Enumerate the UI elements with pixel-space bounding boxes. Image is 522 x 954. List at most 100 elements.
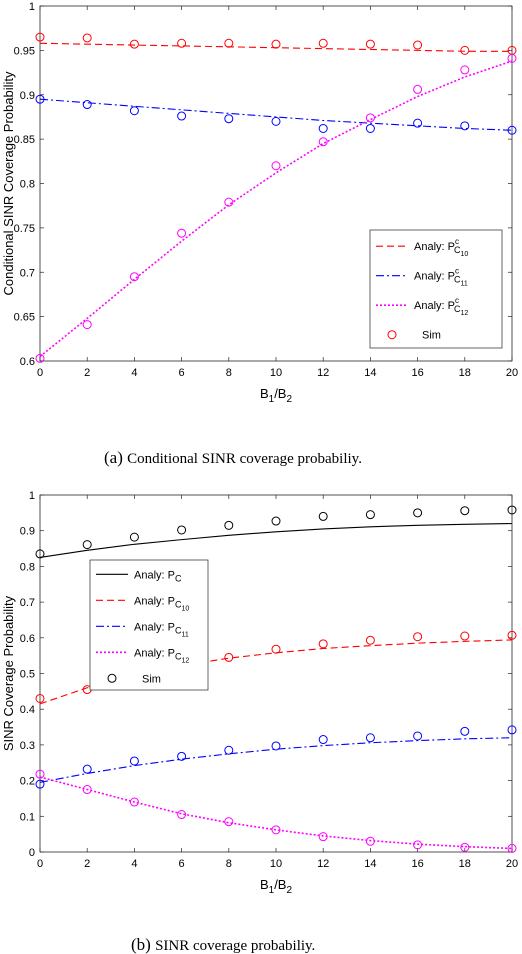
sim-marker — [224, 197, 234, 207]
sim-marker — [413, 40, 423, 50]
y-tick-label: 0.75 — [14, 223, 35, 235]
x-axis-label-part: 2 — [286, 885, 292, 896]
y-tick-label: 0.8 — [20, 561, 35, 573]
sim-marker — [318, 735, 328, 745]
legend-label-sub: C — [454, 275, 461, 285]
sim-marker — [365, 510, 375, 520]
sim-marker — [318, 832, 328, 842]
x-tick-label: 20 — [506, 858, 518, 870]
sim-marker — [129, 39, 139, 49]
sim-marker — [129, 272, 139, 282]
y-tick-label: 0.7 — [20, 267, 35, 279]
legend-sim-label: Sim — [142, 673, 161, 685]
sim-marker — [413, 118, 423, 128]
legend-label-subsub: 10 — [181, 605, 189, 612]
legend-label-sub: C — [175, 651, 182, 661]
legend-label-main: Analy: P — [134, 621, 175, 633]
x-tick-label: 8 — [226, 858, 232, 870]
series-line-12 — [39, 60, 513, 358]
sim-marker — [318, 38, 328, 48]
sim-marker — [35, 32, 45, 42]
sim-marker — [271, 741, 281, 751]
x-axis-label: B1/B2 — [260, 877, 293, 896]
x-tick-label: 20 — [506, 367, 518, 379]
x-tick-label: 10 — [270, 858, 282, 870]
sim-marker — [365, 733, 375, 743]
sim-marker — [318, 511, 328, 521]
sim-marker — [507, 843, 517, 853]
sim-marker — [224, 817, 234, 827]
sim-marker — [129, 797, 139, 807]
legend-sim-marker — [387, 330, 397, 340]
sim-marker — [35, 693, 45, 703]
sim-marker — [271, 39, 281, 49]
x-axis-label-part: /B — [274, 877, 286, 892]
legend-label-sup: c — [455, 237, 459, 246]
legend-label-sub: C — [175, 599, 182, 609]
sim-marker — [271, 825, 281, 835]
sim-marker — [460, 506, 470, 516]
series-line-11 — [39, 737, 513, 783]
legend-label-sub: C — [454, 304, 461, 314]
sim-marker — [413, 508, 423, 518]
legend-label-main: Analy: P — [134, 569, 175, 581]
caption-tag: (b) — [131, 935, 155, 954]
sim-marker — [224, 652, 234, 662]
legend-label-main: Analy: P — [414, 271, 455, 283]
y-tick-label: 0.6 — [20, 356, 35, 368]
y-tick-label: 0.65 — [14, 312, 35, 324]
sim-marker — [177, 38, 187, 48]
x-tick-label: 14 — [364, 367, 376, 379]
legend-label: Analy: PC11 — [134, 621, 189, 638]
sim-marker — [507, 125, 517, 135]
legend-label-sup: c — [455, 267, 459, 276]
sim-marker — [365, 123, 375, 133]
y-tick-label: 0.8 — [20, 179, 35, 191]
y-tick-label: 0.95 — [14, 45, 35, 57]
sim-marker — [224, 38, 234, 48]
legend-label-subsub: 10 — [460, 251, 468, 258]
x-tick-label: 0 — [37, 367, 43, 379]
sim-marker — [177, 111, 187, 121]
sim-marker — [35, 549, 45, 559]
sim-marker — [318, 123, 328, 133]
series-line-total — [39, 523, 513, 559]
sim-marker — [271, 116, 281, 126]
y-tick-label: 0 — [29, 847, 35, 859]
sim-marker — [82, 33, 92, 43]
legend-label-subsub: 12 — [460, 310, 468, 317]
sim-marker — [177, 810, 187, 820]
x-tick-label: 18 — [459, 858, 471, 870]
legend-label-subsub: 11 — [181, 631, 188, 638]
legend-box — [89, 559, 209, 691]
x-tick-label: 6 — [179, 858, 185, 870]
legend-label-sub: C — [454, 245, 461, 255]
sim-marker — [224, 520, 234, 530]
x-tick-label: 4 — [131, 367, 137, 379]
x-tick-label: 10 — [270, 367, 282, 379]
y-tick-label: 0.3 — [20, 740, 35, 752]
sim-marker — [365, 39, 375, 49]
sim-marker — [82, 540, 92, 550]
x-tick-label: 2 — [84, 367, 90, 379]
sim-marker — [35, 94, 45, 104]
legend-box — [369, 229, 503, 349]
sim-marker — [35, 779, 45, 789]
sim-marker — [271, 516, 281, 526]
legend-label-sub: C — [175, 625, 182, 635]
y-tick-label: 0.9 — [20, 90, 35, 102]
series-line-12 — [39, 776, 513, 850]
x-tick-label: 18 — [459, 367, 471, 379]
y-tick-label: 0.5 — [20, 669, 35, 681]
sim-marker — [82, 764, 92, 774]
sim-marker — [460, 726, 470, 736]
x-axis-label-part: B — [260, 877, 269, 892]
sim-marker — [177, 228, 187, 238]
sim-marker — [507, 53, 517, 63]
sim-marker — [177, 751, 187, 761]
sim-marker — [224, 114, 234, 124]
legend-label-main: Analy: P — [414, 241, 455, 253]
x-tick-label: 12 — [317, 858, 329, 870]
